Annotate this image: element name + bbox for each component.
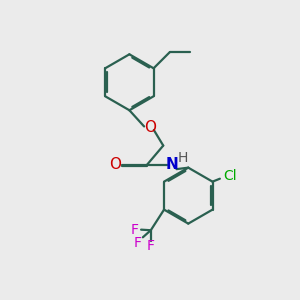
Text: F: F — [147, 239, 155, 254]
Text: O: O — [145, 119, 157, 134]
Text: O: O — [109, 157, 121, 172]
Text: H: H — [177, 151, 188, 165]
Text: F: F — [130, 223, 139, 237]
Text: N: N — [166, 157, 178, 172]
Text: Cl: Cl — [224, 169, 237, 183]
Text: F: F — [134, 236, 142, 250]
